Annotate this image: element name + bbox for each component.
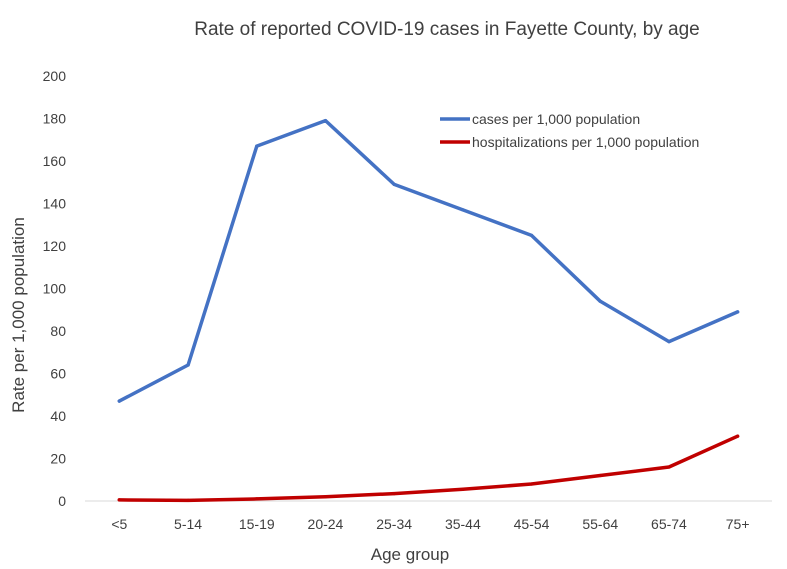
hospitalizations-data-point [255, 497, 259, 501]
x-tick-label: 75+ [726, 516, 750, 532]
y-tick-label: 160 [43, 153, 67, 169]
hospitalizations-data-point [323, 495, 328, 499]
cases-data-point [117, 399, 121, 403]
series-line-cases [117, 118, 740, 403]
cases-data-point [255, 144, 259, 148]
hospitalizations-data-point [461, 487, 465, 491]
x-tick-label: 15-19 [239, 516, 275, 532]
series-line-hospitalizations [117, 434, 740, 503]
cases-data-point [186, 363, 190, 367]
hospitalizations-data-point [598, 473, 602, 478]
y-tick-label: 20 [50, 451, 66, 467]
hospitalizations-data-point [392, 492, 396, 496]
x-tick-label: 5-14 [174, 516, 202, 532]
cases-data-point [529, 233, 534, 237]
x-tick-label: <5 [111, 516, 127, 532]
cases-data-point [667, 340, 671, 344]
series-lines [117, 118, 740, 503]
y-tick-label: 200 [43, 68, 67, 84]
x-tick-label: 55-64 [582, 516, 618, 532]
x-tick-labels: <5 5-14 15-19 20-24 25-34 35-44 45-54 55-64 65-7… [111, 516, 749, 532]
y-tick-label: 80 [50, 323, 66, 339]
legend: cases per 1,000 population hospitalizati… [440, 111, 699, 150]
chart-title: Rate of reported COVID-19 cases in Fayet… [194, 19, 700, 40]
x-tick-label: 35-44 [445, 516, 481, 532]
cases-data-point [736, 310, 740, 314]
y-tick-label: 0 [58, 493, 66, 509]
y-tick-label: 40 [50, 408, 66, 424]
x-tick-label: 20-24 [308, 516, 344, 532]
y-tick-label: 100 [43, 281, 67, 297]
y-axis-title: Rate per 1,000 population [9, 217, 28, 413]
y-tick-label: 140 [43, 196, 67, 212]
legend-label-cases: cases per 1,000 population [472, 111, 640, 127]
hospitalizations-data-point [117, 498, 121, 502]
x-axis-title: Age group [371, 545, 449, 564]
cases-data-point [323, 119, 328, 123]
cases-data-point [392, 182, 396, 186]
hospitalizations-data-point [667, 465, 671, 469]
hospitalizations-data-point [736, 434, 740, 438]
hospitalizations-data-point [529, 482, 534, 486]
x-tick-label: 45-54 [514, 516, 550, 532]
legend-label-hospitalizations: hospitalizations per 1,000 population [472, 134, 699, 150]
y-tick-label: 60 [50, 366, 66, 382]
cases-data-point [598, 299, 602, 303]
x-tick-label: 65-74 [651, 516, 687, 532]
y-tick-label: 120 [43, 238, 67, 254]
y-tick-labels: 0 20 40 60 80 100 120 140 160 180 200 [43, 68, 67, 509]
x-tick-label: 25-34 [376, 516, 412, 532]
y-tick-label: 180 [43, 111, 67, 127]
cases-data-point [461, 208, 465, 212]
hospitalizations-data-point [186, 498, 190, 502]
